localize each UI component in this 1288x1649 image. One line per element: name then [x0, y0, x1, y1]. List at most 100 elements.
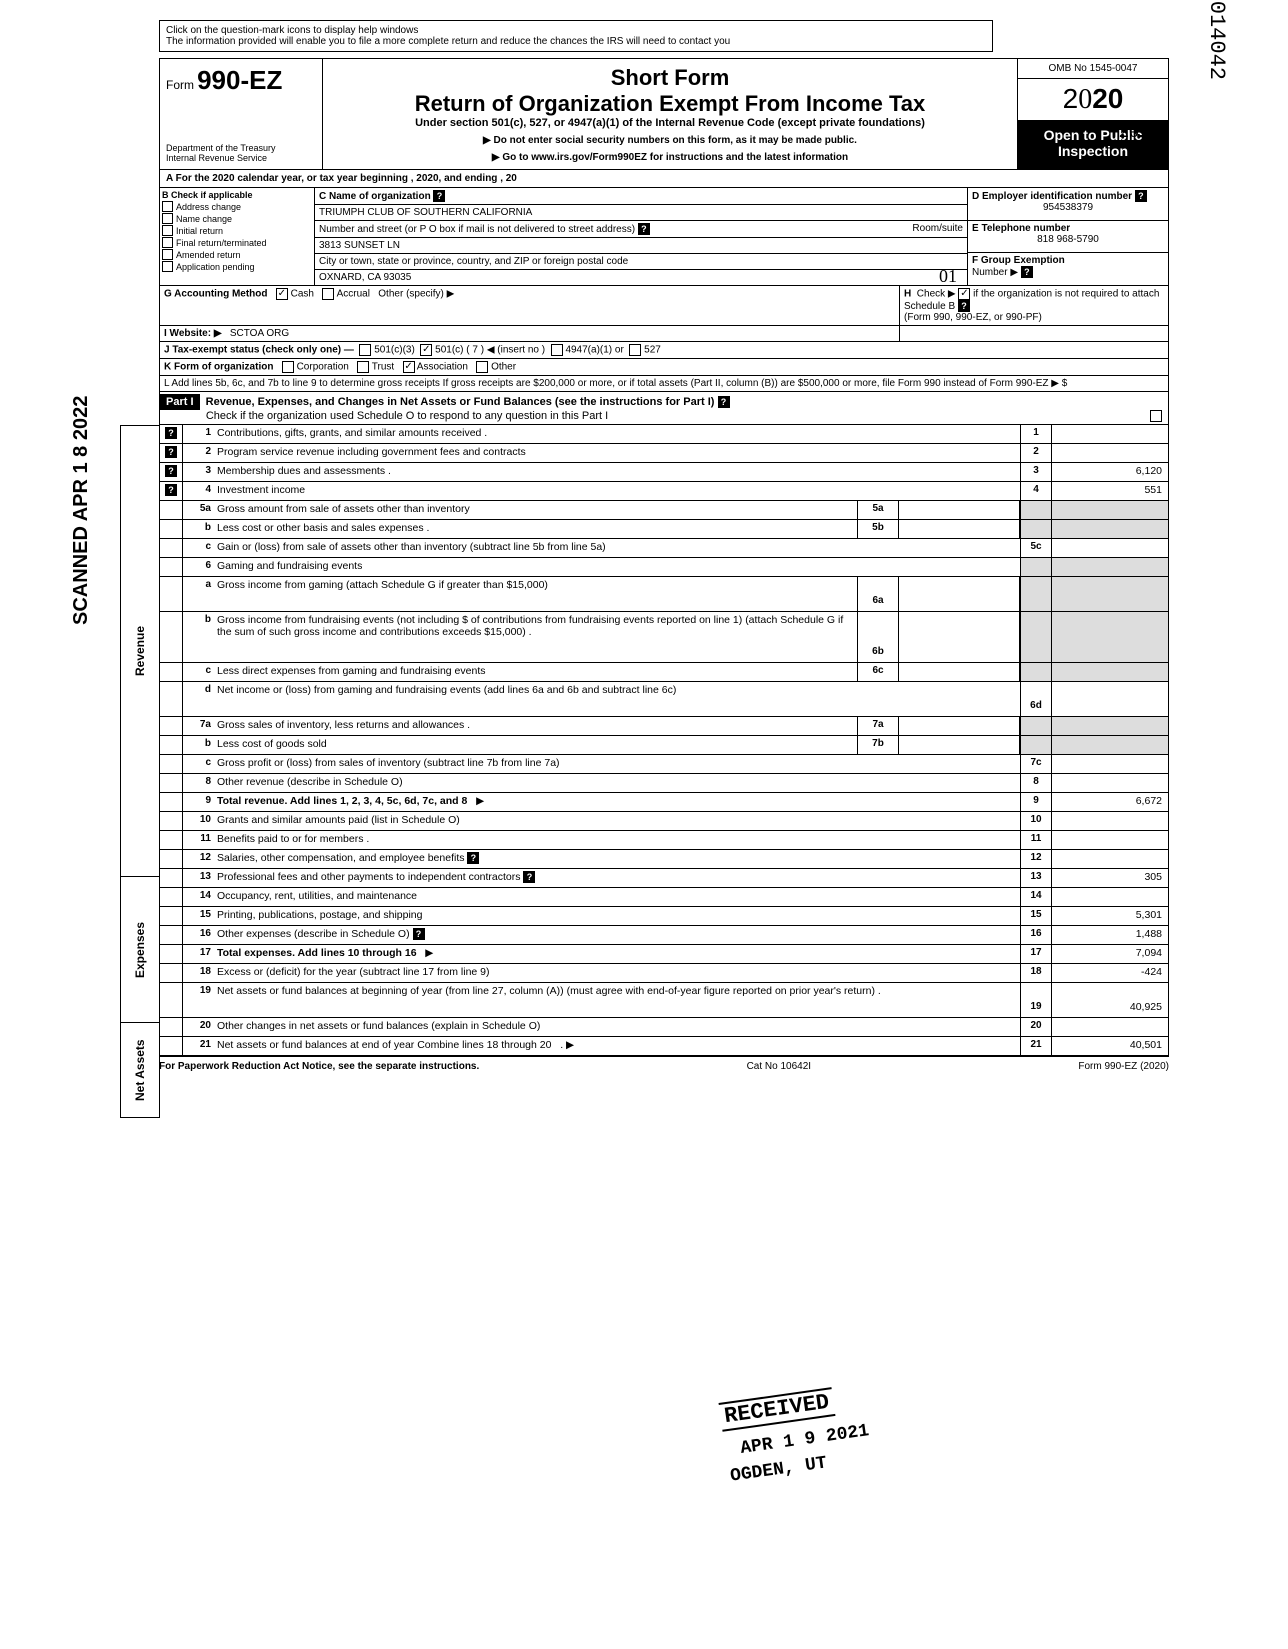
- amt9: 6,672: [1051, 793, 1168, 811]
- d20: Other changes in net assets or fund bala…: [215, 1018, 1020, 1036]
- chk-h[interactable]: [958, 288, 970, 300]
- lbl-other-specify: Other (specify) ▶: [378, 289, 454, 300]
- lbl-k-other: Other: [491, 362, 516, 373]
- chk-address-change[interactable]: [162, 201, 173, 212]
- city-label: City or town, state or province, country…: [319, 256, 628, 267]
- part1-label: Part I: [160, 394, 200, 410]
- help-icon[interactable]: ?: [1135, 190, 1147, 202]
- d16: Other expenses (describe in Schedule O): [217, 928, 410, 940]
- e-label: E Telephone number: [972, 223, 1070, 234]
- chk-final-return[interactable]: [162, 237, 173, 248]
- d17: Total expenses. Add lines 10 through 16: [217, 947, 417, 959]
- footer-right: Form 990-EZ (2020): [1078, 1061, 1169, 1072]
- amt13: 305: [1051, 869, 1168, 887]
- lbl-app-pending: Application pending: [176, 262, 255, 272]
- chk-assoc[interactable]: [403, 361, 415, 373]
- chk-501c3[interactable]: [359, 344, 371, 356]
- help-icon[interactable]: ?: [523, 871, 535, 883]
- chk-accrual[interactable]: [322, 288, 334, 300]
- amt12: [1051, 850, 1168, 868]
- chk-501c[interactable]: [420, 344, 432, 356]
- chk-trust[interactable]: [357, 361, 369, 373]
- chk-527[interactable]: [629, 344, 641, 356]
- row-l: L Add lines 5b, 6c, and 7b to line 9 to …: [160, 376, 1168, 391]
- chk-corp[interactable]: [282, 361, 294, 373]
- top-hint-box: Click on the question-mark icons to disp…: [159, 20, 993, 52]
- form-number-cell: Form 990-EZ Department of the Treasury I…: [160, 59, 323, 169]
- lbl-assoc: Association: [417, 362, 468, 373]
- chk-4947[interactable]: [551, 344, 563, 356]
- n5c: c: [183, 539, 215, 557]
- ln9: 9: [1020, 793, 1051, 811]
- ln16: 16: [1020, 926, 1051, 944]
- lbl-501c3: 501(c)(3): [374, 345, 415, 356]
- chk-app-pending[interactable]: [162, 261, 173, 272]
- stamp-date: APR 1 9 2021: [739, 1421, 870, 1459]
- amt21: 40,501: [1051, 1037, 1168, 1055]
- n9: 9: [183, 793, 215, 811]
- help-icon[interactable]: ?: [165, 465, 177, 477]
- chk-amended[interactable]: [162, 249, 173, 260]
- part1-table: SCANNED APR 1 8 2022 Revenue Expenses Ne…: [159, 425, 1169, 1057]
- form-prefix: Form: [166, 78, 194, 92]
- help-icon[interactable]: ?: [433, 190, 445, 202]
- chk-initial-return[interactable]: [162, 225, 173, 236]
- sb7a: 7a: [857, 717, 899, 735]
- hint-line-2: The information provided will enable you…: [166, 36, 986, 47]
- j-label: J Tax-exempt status (check only one) —: [164, 345, 354, 356]
- d6d: Net income or (loss) from gaming and fun…: [215, 682, 1020, 716]
- g-label: G Accounting Method: [164, 289, 268, 300]
- help-icon[interactable]: ?: [718, 396, 730, 408]
- n5b: b: [183, 520, 215, 538]
- amt14: [1051, 888, 1168, 906]
- row-a-tax-year: A For the 2020 calendar year, or tax yea…: [159, 170, 1169, 188]
- sb7b: 7b: [857, 736, 899, 754]
- help-icon[interactable]: ?: [165, 484, 177, 496]
- n10: 10: [183, 812, 215, 830]
- ln14: 14: [1020, 888, 1051, 906]
- c-label: C Name of organization: [319, 191, 431, 202]
- addr-label: Number and street (or P O box if mail is…: [319, 224, 635, 235]
- ln17: 17: [1020, 945, 1051, 963]
- lbl-corp: Corporation: [297, 362, 349, 373]
- year-digit-1: 2: [1063, 83, 1079, 114]
- ln20: 20: [1020, 1018, 1051, 1036]
- org-name: TRIUMPH CLUB OF SOUTHERN CALIFORNIA: [319, 207, 532, 218]
- help-icon[interactable]: ?: [958, 300, 970, 312]
- lbl-name-change: Name change: [176, 214, 232, 224]
- n3: 3: [183, 463, 215, 481]
- help-icon[interactable]: ?: [1021, 266, 1033, 278]
- footer-left: For Paperwork Reduction Act Notice, see …: [159, 1061, 479, 1072]
- tax-year: 2020: [1018, 79, 1168, 121]
- lbl-address-change: Address change: [176, 202, 241, 212]
- chk-cash[interactable]: [276, 288, 288, 300]
- ln18: 18: [1020, 964, 1051, 982]
- stamp-received: RECEIVED: [719, 1387, 836, 1432]
- open-line-2: Inspection: [1020, 143, 1166, 159]
- chk-name-change[interactable]: [162, 213, 173, 224]
- help-icon[interactable]: ?: [467, 852, 479, 864]
- chk-part1-sched-o[interactable]: [1150, 410, 1162, 422]
- d10: Grants and similar amounts paid (list in…: [215, 812, 1020, 830]
- chk-other[interactable]: [476, 361, 488, 373]
- row-g: G Accounting Method Cash Accrual Other (…: [160, 286, 900, 325]
- d8: Other revenue (describe in Schedule O): [215, 774, 1020, 792]
- title-cell: Short Form Return of Organization Exempt…: [323, 59, 1018, 169]
- arrow-line-1: ▶ Do not enter social security numbers o…: [333, 135, 1007, 146]
- city: OXNARD, CA 93035: [319, 272, 411, 283]
- help-icon[interactable]: ?: [638, 223, 650, 235]
- n12: 12: [183, 850, 215, 868]
- i-label: I Website: ▶: [164, 328, 222, 339]
- n6c: c: [183, 663, 215, 681]
- help-icon[interactable]: ?: [413, 928, 425, 940]
- help-icon[interactable]: ?: [165, 427, 177, 439]
- d18: Excess or (deficit) for the year (subtra…: [215, 964, 1020, 982]
- row-k: K Form of organization Corporation Trust…: [160, 359, 1168, 375]
- main-title: Return of Organization Exempt From Incom…: [333, 91, 1007, 117]
- help-icon[interactable]: ?: [165, 446, 177, 458]
- scanned-stamp: SCANNED APR 1 8 2022: [70, 396, 93, 625]
- d13: Professional fees and other payments to …: [217, 871, 521, 883]
- ln15: 15: [1020, 907, 1051, 925]
- n7c: c: [183, 755, 215, 773]
- amt11: [1051, 831, 1168, 849]
